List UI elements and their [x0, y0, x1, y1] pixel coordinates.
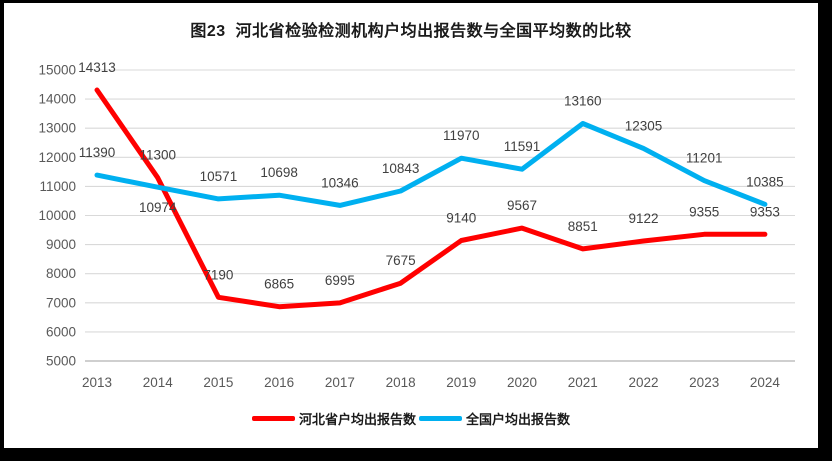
data-label: 11201	[686, 151, 723, 166]
legend-item-national: 全国户均出报告数	[419, 409, 570, 428]
y-tick-label: 11000	[39, 179, 76, 194]
data-label: 10843	[382, 161, 420, 176]
x-tick-label: 2017	[325, 375, 355, 390]
data-label: 11390	[79, 145, 116, 160]
data-label: 9567	[507, 198, 537, 213]
data-label: 13160	[564, 94, 602, 109]
x-tick-label: 2013	[82, 375, 112, 390]
legend-label-national: 全国户均出报告数	[466, 412, 571, 427]
data-label: 10698	[260, 165, 298, 180]
y-tick-label: 6000	[46, 324, 76, 339]
data-label: 11970	[443, 128, 480, 143]
data-label: 7675	[386, 253, 416, 268]
data-label: 10974	[139, 200, 177, 215]
x-tick-label: 2014	[143, 375, 174, 390]
y-tick-label: 10000	[38, 208, 76, 223]
legend-item-hebei: 河北省户均出报告数	[251, 409, 416, 428]
y-tick-label: 13000	[38, 121, 76, 136]
x-tick-label: 2020	[507, 375, 537, 390]
chart-legend: 河北省户均出报告数 全国户均出报告数	[4, 409, 818, 428]
data-label: 11591	[504, 139, 541, 154]
y-tick-label: 9000	[46, 237, 76, 252]
y-tick-label: 7000	[46, 295, 76, 310]
x-tick-label: 2019	[446, 375, 476, 390]
legend-line-blue	[419, 416, 462, 421]
data-label: 10571	[200, 169, 238, 184]
x-tick-label: 2018	[386, 375, 416, 390]
line-chart-plot: 5000 6000 7000 8000 9000 10000 11000 12000 13000…	[38, 60, 795, 390]
y-tick-label: 12000	[38, 150, 76, 165]
y-tick-label: 14000	[38, 92, 76, 107]
series-line-0	[94, 87, 768, 310]
data-label: 9122	[628, 211, 658, 226]
data-label: 6865	[264, 277, 294, 292]
x-tick-label: 2016	[264, 375, 294, 390]
x-tick-label: 2021	[568, 375, 598, 390]
legend-label-hebei: 河北省户均出报告数	[298, 412, 416, 427]
x-tick-label: 2022	[628, 375, 658, 390]
data-label: 9353	[750, 204, 780, 219]
data-label: 9355	[689, 204, 719, 219]
x-tick-label: 2023	[689, 375, 719, 390]
chart-canvas: 图23 河北省检验检测机构户均出报告数与全国平均数的比较 5000 6000 700…	[4, 3, 818, 448]
y-tick-label: 8000	[46, 266, 76, 281]
legend-line-red	[251, 416, 295, 421]
data-label: 14313	[78, 60, 116, 75]
data-label: 6995	[325, 273, 355, 288]
data-label: 10385	[746, 174, 784, 189]
data-label: 10346	[321, 175, 359, 190]
data-label: 8851	[568, 219, 598, 234]
y-tick-label: 5000	[46, 354, 76, 369]
series-line-1	[94, 121, 768, 208]
x-tick-label: 2024	[750, 375, 781, 390]
x-tick-label: 2015	[203, 375, 233, 390]
data-label: 9140	[446, 211, 476, 226]
chart-title: 图23 河北省检验检测机构户均出报告数与全国平均数的比较	[190, 23, 632, 40]
data-label: 12305	[625, 118, 663, 133]
data-label: 11300	[139, 148, 176, 163]
data-label: 7190	[203, 267, 233, 282]
y-tick-label: 15000	[38, 63, 76, 78]
